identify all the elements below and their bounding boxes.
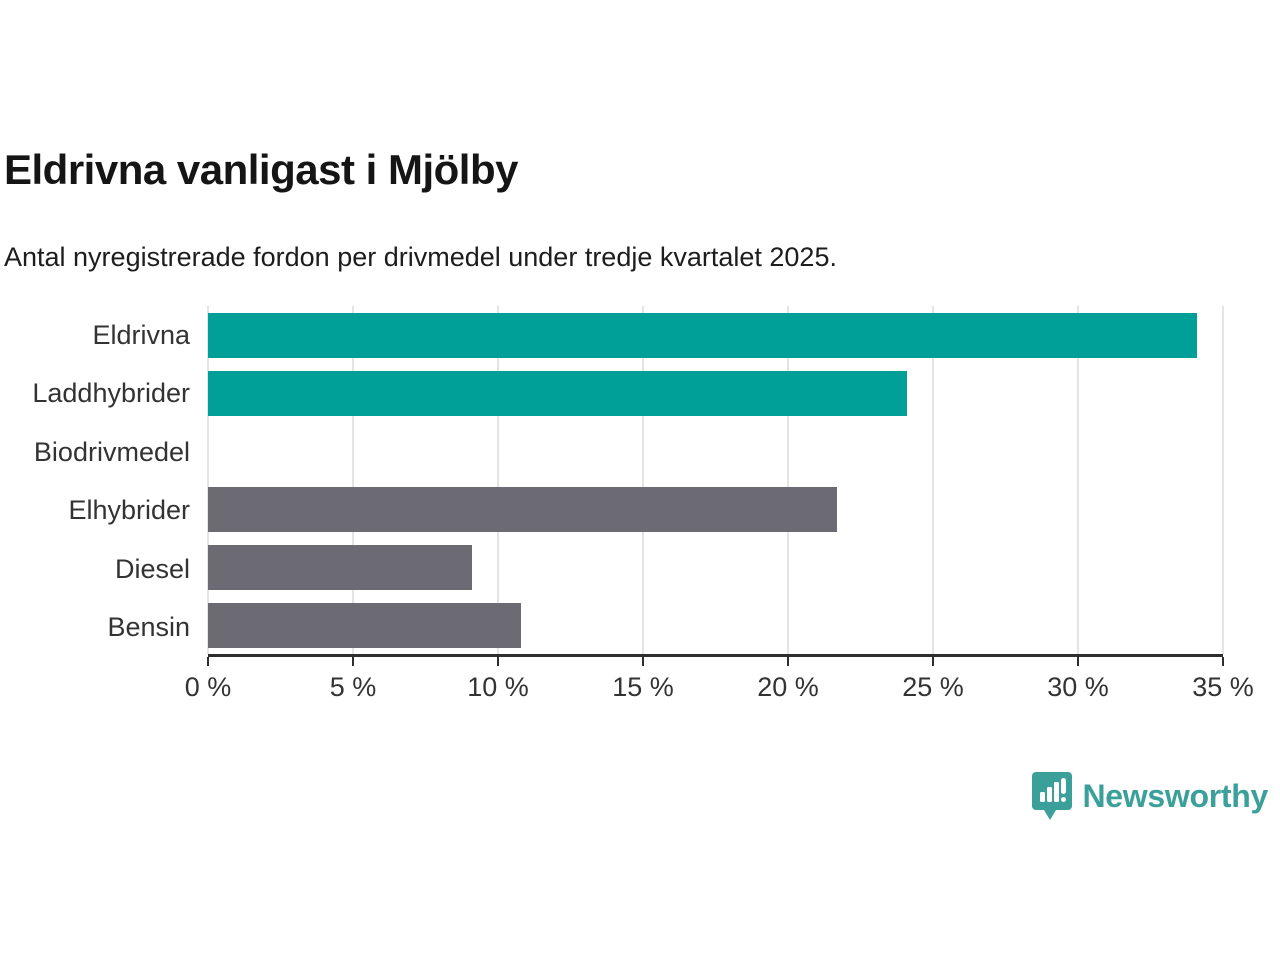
chart-subtitle: Antal nyregistrerade fordon per drivmede… (4, 242, 837, 272)
axis-tick (1077, 657, 1079, 666)
x-tick-label: 20 % (757, 672, 819, 702)
bar (208, 312, 1197, 358)
x-tick-label: 10 % (467, 672, 529, 702)
x-tick-label: 30 % (1047, 672, 1109, 702)
x-tick-label: 0 % (184, 672, 232, 702)
bar-row (208, 596, 1223, 654)
gridline (932, 306, 934, 654)
category-label: Elhybrider (68, 495, 190, 526)
axis-tick (786, 657, 789, 666)
bar-chart: Eldrivna Laddhybrider Biodrivmedel Elhybrid… (0, 306, 1280, 716)
bar-row (208, 306, 1223, 364)
bar-rows (208, 306, 1223, 654)
brand-name: Newsworthy (1082, 777, 1269, 814)
x-tick-label: 5 % (329, 672, 377, 702)
bar-chart-speech-bubble-icon (1031, 772, 1072, 820)
chart-title: Eldrivna vanligast i Mjölby (4, 146, 518, 193)
category-label: Diesel (114, 553, 190, 584)
y-axis-labels: Eldrivna Laddhybrider Biodrivmedel Elhybrid… (0, 306, 190, 657)
x-tick-label: 15 % (612, 672, 674, 702)
x-tick-label: 35 % (1192, 672, 1254, 702)
axis-tick (496, 657, 499, 666)
gridline (1077, 306, 1079, 654)
bar-row (208, 422, 1223, 480)
axis-tick (351, 657, 354, 666)
x-tick-label: 25 % (902, 672, 964, 702)
brand-logo: Newsworthy (1031, 770, 1269, 822)
gridline (207, 306, 209, 654)
axis-tick (207, 657, 209, 666)
axis-tick (1222, 657, 1224, 666)
bar-row (208, 364, 1223, 422)
category-label: Biodrivmedel (33, 436, 190, 467)
gridline (496, 306, 499, 654)
plot-area: 0 % 5 % 10 % 15 % 20 % 25 % 30 % 35 % (185, 306, 1254, 702)
category-label: Bensin (107, 612, 190, 643)
bar (208, 544, 472, 590)
bar (208, 370, 907, 416)
category-label: Laddhybrider (32, 378, 190, 409)
bar (208, 486, 838, 532)
bar (208, 602, 522, 648)
gridline (351, 306, 354, 654)
gridline (786, 306, 789, 654)
axis-tick (932, 657, 934, 666)
gridline (642, 306, 644, 654)
bar-row (208, 538, 1223, 596)
gridline (1222, 306, 1224, 654)
bar-row (208, 480, 1223, 538)
axis-tick (642, 657, 644, 666)
category-label: Eldrivna (92, 319, 190, 350)
